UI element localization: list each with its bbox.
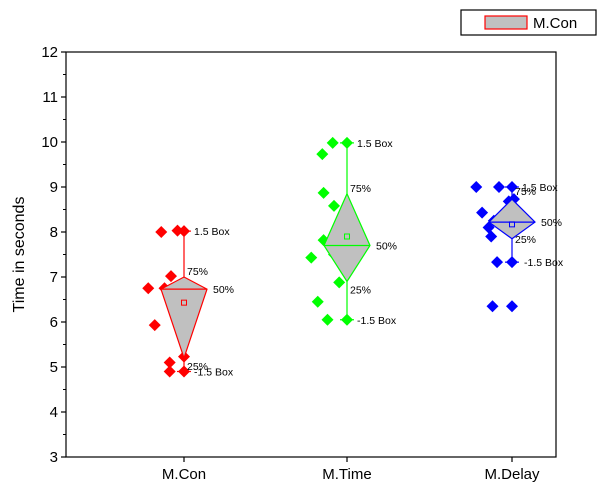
annotation-median: 50% bbox=[376, 241, 397, 253]
y-tick-label: 8 bbox=[50, 224, 58, 241]
annotation-q3: 75% bbox=[350, 183, 371, 195]
data-point bbox=[317, 186, 330, 199]
data-point bbox=[493, 181, 505, 193]
x-tick-label: M.Time bbox=[322, 466, 371, 483]
data-point bbox=[305, 251, 318, 264]
mean-marker bbox=[181, 299, 187, 306]
diamond-box bbox=[488, 198, 536, 240]
data-point bbox=[155, 226, 168, 238]
annotation-q1: 25% bbox=[187, 361, 208, 373]
legend-label: M.Con bbox=[533, 15, 577, 32]
annotation-q3: 75% bbox=[515, 186, 536, 198]
whisker-end-point bbox=[341, 313, 353, 326]
data-point bbox=[476, 206, 489, 219]
annotation-median: 50% bbox=[541, 217, 562, 229]
legend-box bbox=[460, 9, 597, 36]
y-tick-label: 11 bbox=[42, 89, 58, 106]
data-point bbox=[163, 365, 176, 378]
whisker-end-point bbox=[506, 256, 518, 269]
data-point bbox=[328, 199, 340, 212]
annotation-q1: 25% bbox=[350, 285, 371, 297]
data-point bbox=[163, 356, 176, 369]
data-point bbox=[470, 181, 483, 193]
whisker-end-point bbox=[178, 365, 190, 378]
data-point bbox=[311, 295, 324, 308]
data-point bbox=[485, 230, 498, 243]
data-point bbox=[165, 270, 177, 283]
y-tick-label: 5 bbox=[50, 359, 58, 376]
diamond-box bbox=[323, 192, 371, 283]
mean-marker bbox=[344, 233, 350, 240]
annotation-q3: 75% bbox=[187, 266, 208, 278]
y-tick-label: 3 bbox=[50, 449, 58, 466]
data-point bbox=[486, 300, 499, 313]
data-point bbox=[142, 282, 155, 295]
diamond-box bbox=[160, 276, 208, 360]
series-m-time: 1.5 Box 75% 50% 25% -1.5 Box bbox=[305, 136, 397, 327]
x-tick-label: M.Con bbox=[162, 466, 206, 483]
whisker-end-point bbox=[506, 181, 518, 193]
whisker-end-point bbox=[506, 300, 518, 313]
annotation-whisker-high: 1.5 Box bbox=[522, 182, 558, 194]
data-point bbox=[321, 313, 334, 326]
annotation-q1: 25% bbox=[515, 234, 536, 246]
y-tick-label: 10 bbox=[41, 134, 58, 151]
y-tick-label: 12 bbox=[41, 44, 58, 61]
y-tick-label: 9 bbox=[50, 179, 58, 196]
annotation-whisker-low: -1.5 Box bbox=[357, 315, 397, 327]
data-point bbox=[316, 148, 329, 161]
y-tick-label: 4 bbox=[50, 404, 58, 421]
annotation-whisker-high: 1.5 Box bbox=[194, 226, 230, 238]
data-point bbox=[491, 256, 504, 269]
y-tick-label: 7 bbox=[50, 269, 58, 286]
data-point bbox=[148, 319, 161, 332]
y-tick-label: 6 bbox=[50, 314, 58, 331]
y-axis-title: Time in seconds bbox=[11, 197, 28, 313]
legend-swatch bbox=[484, 15, 528, 30]
annotation-median: 50% bbox=[213, 284, 234, 296]
data-point bbox=[333, 276, 346, 289]
annotation-whisker-high: 1.5 Box bbox=[357, 138, 393, 150]
mean-marker bbox=[509, 221, 515, 228]
annotation-whisker-low: -1.5 Box bbox=[524, 257, 564, 269]
legend: M.Con bbox=[460, 9, 597, 36]
annotation-whisker-low: -1.5 Box bbox=[194, 367, 234, 379]
whisker-end-point bbox=[178, 225, 190, 238]
whisker-end-point bbox=[341, 136, 353, 149]
axes: 3 4 5 6 7 8 9 10 11 12 M.Con M.Time M.Delay bbox=[41, 44, 540, 483]
data-point bbox=[326, 136, 339, 149]
series-m-con: 1.5 Box 75% 50% 25%-1.5 Box bbox=[142, 224, 234, 379]
x-tick-label: M.Delay bbox=[484, 466, 540, 483]
